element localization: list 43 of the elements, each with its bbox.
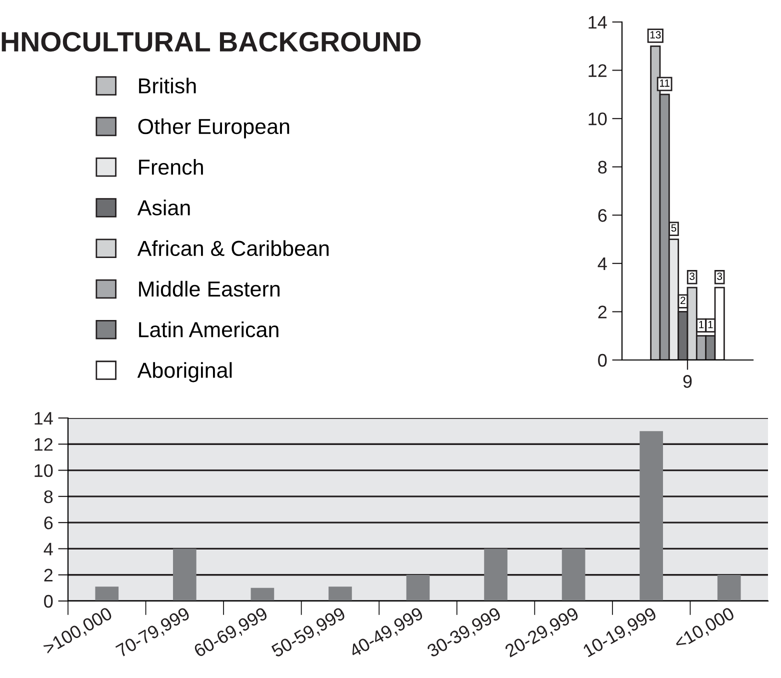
legend-label: Aboriginal <box>137 362 232 382</box>
bar <box>406 574 430 601</box>
bar <box>250 588 274 601</box>
y-tick-label: 4 <box>44 542 53 556</box>
legend-label: Asian <box>137 200 190 216</box>
data-label: 3 <box>690 272 695 280</box>
y-tick-label: 2 <box>598 306 607 318</box>
x-tick-label: 9 <box>683 375 692 388</box>
y-tick-label: 2 <box>44 568 53 582</box>
bar <box>562 548 586 601</box>
y-tick-label: 6 <box>44 516 53 530</box>
y-tick-label: 10 <box>34 464 53 478</box>
data-label: 3 <box>717 272 722 280</box>
legend-label: British <box>139 78 196 94</box>
data-label: 1 <box>699 320 704 328</box>
y-tick-label: 12 <box>34 438 53 451</box>
bar <box>484 548 508 601</box>
y-tick-label: 4 <box>598 258 607 270</box>
legend-label: Other European <box>138 118 290 138</box>
data-label: 1 <box>708 320 713 328</box>
legend-label: Middle Eastern <box>139 280 280 297</box>
y-tick-label: 12 <box>588 64 607 77</box>
legend-label: Latin American <box>139 321 278 338</box>
data-label: 5 <box>671 224 676 232</box>
y-tick-label: 6 <box>598 209 607 222</box>
data-label: 13 <box>650 31 661 39</box>
y-tick-label: 14 <box>588 16 607 29</box>
y-tick-label: 8 <box>44 490 53 504</box>
bar <box>640 431 663 601</box>
bar <box>95 586 119 601</box>
data-label: 2 <box>680 296 686 304</box>
bar <box>328 586 352 601</box>
y-tick-label: 0 <box>44 594 53 608</box>
y-tick-label: 10 <box>588 112 607 126</box>
y-tick-label: 8 <box>598 160 607 174</box>
legend-title: HNOCULTURAL BACKGROUND <box>2 32 421 52</box>
data-label: 11 <box>660 80 670 87</box>
bar <box>173 548 196 601</box>
y-tick-label: 0 <box>598 354 607 367</box>
legend-label: French <box>139 158 203 175</box>
legend-label: African & Caribbean <box>137 240 329 256</box>
bar <box>717 574 741 601</box>
y-tick-label: 14 <box>34 412 53 425</box>
